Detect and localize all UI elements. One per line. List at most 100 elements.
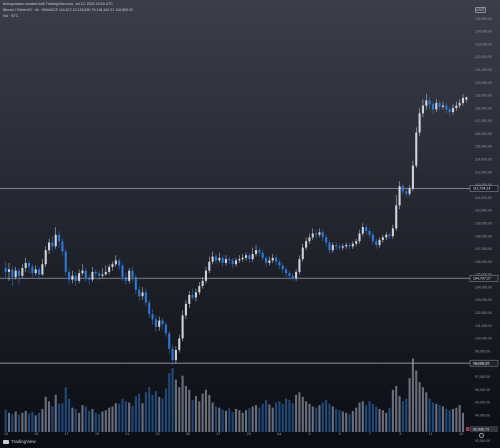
candle[interactable]: [368, 228, 371, 238]
candle[interactable]: [84, 268, 87, 283]
candle[interactable]: [154, 315, 157, 333]
candle[interactable]: [371, 232, 374, 246]
candle[interactable]: [238, 255, 241, 263]
candle[interactable]: [7, 262, 11, 281]
candle[interactable]: [338, 243, 341, 251]
candle[interactable]: [208, 256, 211, 274]
settings-gear-icon[interactable]: [479, 433, 484, 438]
candle[interactable]: [285, 266, 288, 278]
candle[interactable]: [174, 346, 177, 365]
candle[interactable]: [184, 300, 187, 320]
candle[interactable]: [204, 266, 207, 284]
candle[interactable]: [148, 300, 151, 318]
candle[interactable]: [168, 330, 171, 354]
candle[interactable]: [445, 103, 448, 114]
candle[interactable]: [214, 253, 218, 265]
candle[interactable]: [258, 247, 261, 257]
candle[interactable]: [301, 243, 304, 262]
candle[interactable]: [318, 228, 321, 238]
candle[interactable]: [108, 264, 111, 275]
candle[interactable]: [251, 247, 254, 262]
candle[interactable]: [88, 274, 91, 285]
candle[interactable]: [335, 242, 338, 251]
candle[interactable]: [224, 255, 228, 266]
candle[interactable]: [181, 310, 184, 341]
candle[interactable]: [241, 253, 244, 262]
price-axis[interactable]: 92,000.0093,000.0094,000.0095,000.0096,0…: [466, 17, 498, 443]
currency-badge[interactable]: USDT: [475, 6, 486, 13]
candle[interactable]: [341, 243, 344, 251]
candle[interactable]: [54, 227, 57, 249]
candle[interactable]: [378, 237, 381, 248]
candle[interactable]: [138, 285, 141, 302]
candle[interactable]: [38, 266, 41, 280]
candle[interactable]: [331, 242, 334, 253]
candle[interactable]: [11, 265, 14, 286]
candle[interactable]: [265, 255, 268, 267]
candle[interactable]: [114, 255, 117, 267]
candle[interactable]: [218, 252, 221, 263]
candle[interactable]: [221, 255, 224, 267]
candle[interactable]: [448, 106, 451, 116]
candle[interactable]: [381, 234, 384, 243]
candle[interactable]: [388, 232, 391, 239]
candle[interactable]: [101, 268, 104, 279]
candle[interactable]: [405, 188, 408, 198]
candle[interactable]: [425, 94, 428, 110]
candle[interactable]: [198, 282, 201, 295]
candle[interactable]: [391, 224, 394, 239]
candle[interactable]: [385, 232, 388, 240]
candle[interactable]: [94, 269, 97, 278]
candle[interactable]: [461, 94, 465, 106]
candle[interactable]: [291, 273, 294, 281]
candle[interactable]: [141, 287, 144, 301]
candle[interactable]: [78, 269, 81, 284]
candle[interactable]: [81, 264, 84, 276]
candle[interactable]: [261, 250, 264, 261]
candle[interactable]: [111, 261, 114, 271]
candle[interactable]: [395, 195, 398, 231]
candle[interactable]: [161, 317, 164, 330]
candle[interactable]: [415, 127, 418, 169]
candle[interactable]: [131, 266, 134, 283]
candle[interactable]: [178, 334, 181, 353]
candle[interactable]: [431, 101, 434, 115]
candle[interactable]: [17, 268, 21, 285]
candle[interactable]: [465, 96, 468, 103]
candle[interactable]: [345, 242, 348, 249]
candle[interactable]: [28, 260, 31, 274]
candle[interactable]: [4, 261, 7, 279]
candle[interactable]: [24, 257, 27, 272]
candle[interactable]: [315, 229, 318, 239]
candle[interactable]: [171, 344, 174, 366]
candle[interactable]: [51, 236, 54, 252]
candle[interactable]: [455, 101, 458, 111]
candle[interactable]: [254, 245, 258, 257]
candle[interactable]: [398, 181, 401, 210]
candle[interactable]: [328, 239, 331, 254]
candle[interactable]: [41, 259, 44, 276]
candle[interactable]: [361, 223, 364, 237]
candle[interactable]: [48, 238, 51, 254]
candle[interactable]: [21, 264, 24, 279]
candle[interactable]: [231, 257, 234, 269]
candle[interactable]: [58, 230, 61, 248]
candle[interactable]: [44, 246, 47, 267]
candle[interactable]: [305, 237, 308, 251]
candle[interactable]: [244, 252, 248, 261]
candle[interactable]: [275, 255, 278, 266]
candle[interactable]: [151, 309, 154, 325]
candle[interactable]: [408, 184, 411, 197]
candle[interactable]: [411, 160, 414, 192]
candle[interactable]: [351, 241, 354, 249]
candle[interactable]: [14, 266, 17, 280]
candle[interactable]: [288, 270, 291, 280]
candle[interactable]: [124, 273, 127, 285]
candle[interactable]: [421, 99, 424, 118]
candle[interactable]: [118, 257, 121, 270]
candle[interactable]: [271, 253, 274, 263]
candle[interactable]: [451, 104, 455, 115]
candle[interactable]: [71, 270, 74, 284]
